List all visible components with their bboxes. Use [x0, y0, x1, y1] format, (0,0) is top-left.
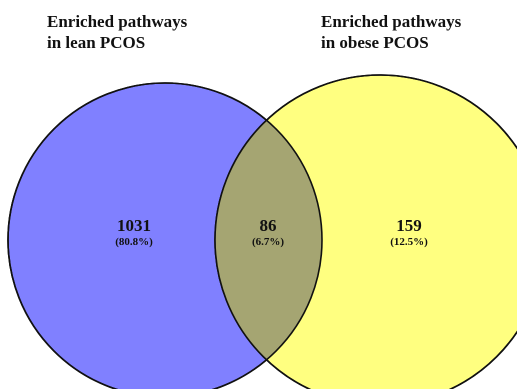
lean-pcos-set-title: Enriched pathways in lean PCOS	[47, 11, 187, 53]
lean-pcos-title-line1: Enriched pathways	[47, 12, 188, 31]
lean-only-count: 1031	[117, 216, 151, 235]
obese-pcos-circle-outline	[214, 74, 517, 389]
overlap-percent: (6.7%)	[252, 236, 284, 248]
lean-only-percent: (80.8%)	[115, 236, 153, 248]
obese-pcos-set-title: Enriched pathways in obese PCOS	[321, 11, 461, 53]
lean-pcos-circle-outline	[7, 82, 323, 389]
overlap-count: 86	[260, 216, 277, 235]
lean-pcos-title-line2: in lean PCOS	[47, 33, 146, 52]
overlap-region	[215, 83, 322, 389]
obese-pcos-title-line2: in obese PCOS	[321, 33, 429, 52]
obese-pcos-title-line1: Enriched pathways	[321, 12, 462, 31]
obese-only-percent: (12.5%)	[390, 236, 428, 248]
obese-only-count: 159	[396, 216, 422, 235]
